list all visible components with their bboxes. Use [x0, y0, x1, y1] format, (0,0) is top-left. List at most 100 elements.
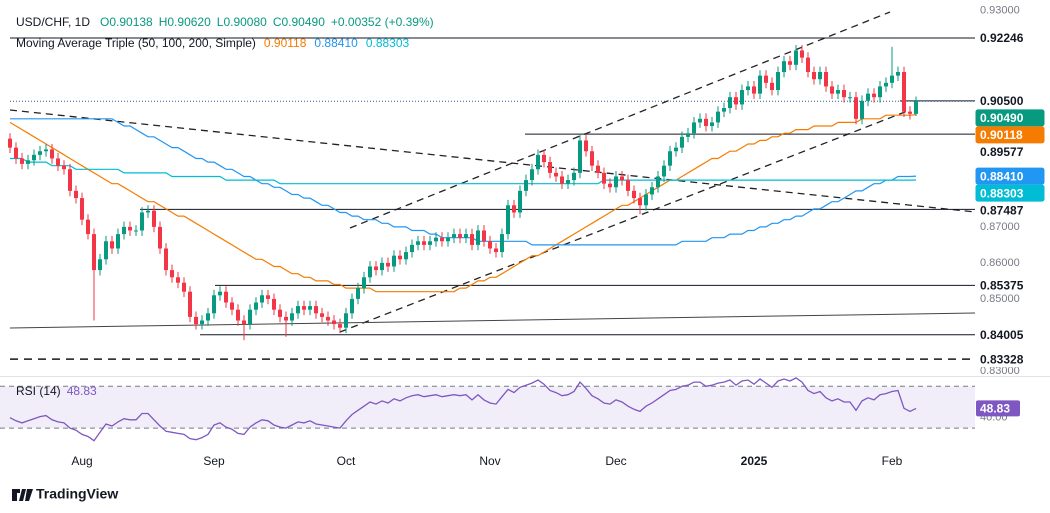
ma-label: 0.88303	[980, 186, 1024, 200]
candle-body	[836, 90, 840, 94]
candle-body	[902, 72, 906, 112]
candle-body	[344, 313, 348, 328]
level-label-box	[976, 202, 1044, 219]
candle-body	[404, 252, 408, 260]
candle-body	[62, 165, 66, 170]
candle-body	[800, 50, 804, 58]
candle-body	[842, 90, 846, 98]
candle-body	[560, 176, 564, 184]
candle-body	[284, 316, 288, 321]
candle-body	[140, 212, 144, 231]
candle-body	[134, 230, 138, 232]
candle-body	[368, 266, 372, 278]
candle-body	[776, 72, 780, 91]
candle-body	[488, 241, 492, 249]
rsi-title: RSI (14)	[16, 384, 61, 398]
candle-body	[86, 219, 90, 235]
candle-body	[854, 97, 858, 119]
candle-body	[374, 266, 378, 271]
candle-body	[548, 162, 552, 173]
level-label-box	[976, 92, 1044, 109]
candle-body	[884, 82, 888, 87]
candle-body	[572, 172, 576, 181]
candle-body	[74, 190, 78, 199]
candle-body	[236, 309, 240, 321]
candle-body	[734, 97, 738, 105]
candle-body	[662, 165, 666, 177]
candle-body	[434, 237, 438, 242]
candle-body	[728, 97, 732, 109]
candle-body	[482, 230, 486, 242]
candle-body	[470, 234, 474, 245]
candle-body	[98, 259, 102, 271]
trendline	[349, 11, 891, 229]
candle-body	[596, 165, 600, 173]
candle-body	[638, 198, 642, 206]
candle-body	[398, 255, 402, 260]
rsi-value-box	[976, 400, 1020, 417]
candle-body	[386, 262, 390, 267]
level-label: 0.89577	[980, 145, 1024, 159]
moving-average	[10, 157, 917, 185]
candle-body	[602, 172, 606, 184]
trendline	[9, 312, 975, 329]
candle-body	[524, 180, 528, 191]
rsi-axis-value: 48.83	[980, 402, 1010, 416]
candle-body	[686, 133, 690, 137]
ohlc-field: C0.90490	[273, 15, 325, 29]
candle-body	[410, 244, 414, 253]
indicator-value: 0.88410	[314, 36, 358, 50]
candle-body	[692, 122, 696, 134]
candle-body	[446, 237, 450, 242]
candle-body	[338, 324, 342, 328]
candle-body	[698, 118, 702, 123]
candle-body	[182, 282, 186, 292]
candle-body	[530, 169, 534, 181]
candle-body	[746, 86, 750, 91]
candle-body	[206, 313, 210, 321]
level-label: 0.92246	[980, 31, 1024, 45]
x-tick-label: Aug	[71, 454, 92, 468]
candle-body	[890, 75, 894, 83]
moving-average	[9, 114, 917, 293]
candle-body	[650, 187, 654, 195]
candle-body	[320, 313, 324, 317]
y-tick-label: 0.86000	[980, 257, 1020, 269]
candle-body	[32, 154, 36, 161]
candle-body	[218, 291, 222, 296]
candle-body	[20, 158, 24, 164]
candle-body	[536, 154, 540, 170]
candle-body	[80, 198, 84, 220]
candle-body	[458, 234, 462, 238]
candle-body	[620, 176, 624, 181]
y-tick-label: 0.93000	[980, 5, 1020, 17]
indicator-value: 0.90118	[264, 36, 307, 50]
candle-body	[110, 241, 114, 249]
ma-label-box	[975, 167, 1045, 185]
trendline	[9, 109, 975, 213]
candle-body	[770, 82, 774, 91]
candle-body	[782, 61, 786, 73]
candle-body	[866, 93, 870, 101]
ohlc-field: O0.90138	[100, 15, 153, 29]
candle-body	[230, 302, 234, 310]
candle-body	[464, 234, 468, 238]
candle-body	[14, 147, 18, 159]
candle-body	[212, 295, 216, 314]
candle-body	[824, 72, 828, 87]
last-price-label: 0.90490	[980, 111, 1024, 125]
level-label: 0.85375	[980, 279, 1024, 293]
candle-body	[272, 298, 276, 310]
symbol-title: USD/CHF, 1D	[16, 15, 90, 29]
candle-body	[128, 226, 132, 231]
rsi-band	[0, 386, 975, 429]
candle-body	[146, 210, 150, 213]
candle-body	[764, 75, 768, 83]
moving-average	[10, 118, 917, 246]
rsi-line	[9, 377, 917, 442]
ohlc-field: L0.90080	[217, 15, 267, 29]
candle-body	[914, 101, 918, 114]
candle-body	[644, 194, 648, 206]
last-price-label-box	[975, 109, 1045, 127]
candle-body	[188, 291, 192, 317]
